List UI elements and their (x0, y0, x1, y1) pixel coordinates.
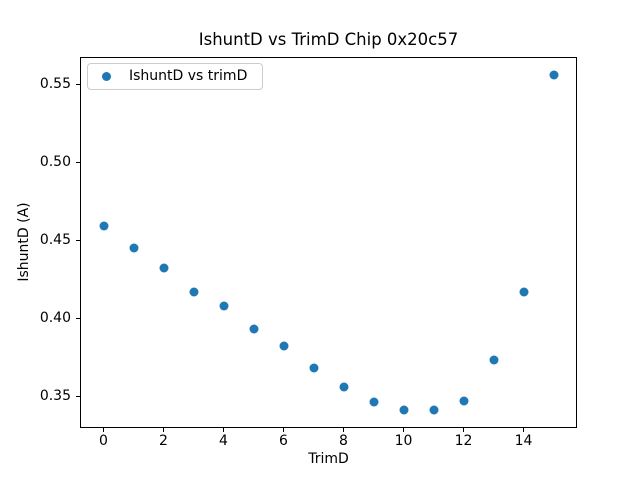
x-tick-label: 6 (279, 433, 288, 449)
x-tick (403, 428, 404, 432)
x-tick-label: 2 (159, 433, 168, 449)
y-tick (76, 239, 80, 241)
data-point (549, 70, 558, 80)
x-tick (523, 428, 524, 432)
data-point (369, 397, 378, 407)
data-point (309, 363, 318, 373)
y-tick (76, 395, 80, 397)
y-tick-label: 0.35 (39, 387, 71, 404)
y-tick (76, 317, 80, 319)
x-tick (103, 428, 104, 432)
y-tick-label: 0.45 (39, 231, 71, 248)
data-point (489, 355, 498, 365)
data-point (339, 382, 348, 392)
x-tick-label: 14 (514, 433, 533, 449)
data-point (159, 263, 168, 273)
data-point (429, 405, 438, 415)
data-point (99, 221, 108, 231)
data-point (519, 287, 528, 297)
data-point (189, 287, 198, 297)
y-tick-label: 0.50 (39, 153, 71, 170)
y-tick (76, 161, 80, 163)
x-tick-label: 8 (339, 433, 348, 449)
chart-title: IshuntD vs TrimD Chip 0x20c57 (198, 30, 459, 49)
x-tick (343, 428, 344, 432)
y-tick (76, 83, 80, 85)
legend: IshuntD vs trimD (87, 63, 264, 90)
x-tick-label: 4 (219, 433, 228, 449)
x-tick-label: 10 (394, 433, 413, 449)
data-point (219, 301, 228, 311)
legend-marker-icon (102, 72, 111, 81)
x-tick (163, 428, 164, 432)
x-axis-label: TrimD (308, 451, 349, 467)
legend-label: IshuntD vs trimD (129, 68, 248, 84)
x-tick-label: 0 (99, 433, 108, 449)
x-tick (223, 428, 224, 432)
plot-area (80, 57, 577, 428)
x-tick (463, 428, 464, 432)
data-point (279, 341, 288, 351)
y-tick-label: 0.55 (39, 75, 71, 92)
y-tick-label: 0.40 (39, 309, 71, 326)
x-tick-label: 12 (454, 433, 473, 449)
data-point (459, 396, 468, 406)
data-point (399, 405, 408, 415)
data-point (249, 324, 258, 334)
x-tick (283, 428, 284, 432)
data-point (129, 243, 138, 253)
